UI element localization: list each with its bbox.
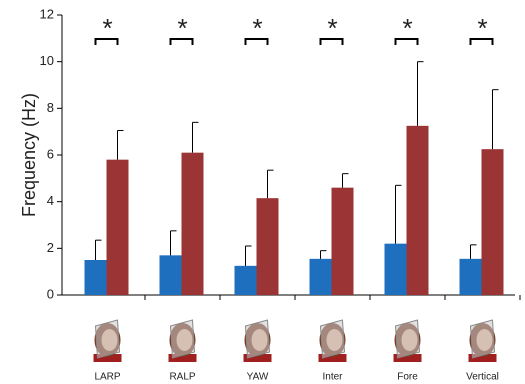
bar (257, 198, 279, 295)
rotation-plane (471, 320, 495, 358)
y-tick-label: 10 (40, 53, 54, 68)
x-tick-label: Fore (397, 372, 418, 383)
bar (182, 153, 204, 295)
significance-star: * (327, 13, 337, 43)
bar (235, 266, 257, 295)
x-tick-label: RALP (169, 372, 195, 383)
y-tick-label: 6 (47, 146, 54, 161)
rotation-plane (171, 320, 195, 358)
bar (85, 260, 107, 295)
chart: Frequency (Hz) 0 2 4 6 8 10 12 * LARP * RALP * YAW * I… (0, 0, 525, 384)
head-icon (94, 320, 122, 362)
bar (407, 126, 429, 295)
rotation-plane (246, 320, 270, 358)
head-icon (319, 320, 347, 362)
y-tick-label: 4 (47, 193, 54, 208)
x-tick-label: LARP (94, 372, 120, 383)
y-axis-label: Frequency (Hz) (19, 93, 39, 217)
x-tick-label: YAW (247, 372, 269, 383)
y-tick-label: 0 (47, 286, 54, 301)
significance-star: * (102, 13, 112, 43)
rotation-plane (96, 320, 120, 358)
bar (332, 188, 354, 295)
y-tick-label: 8 (47, 100, 54, 115)
x-tick-label: Vertical (466, 372, 499, 383)
rotation-plane (321, 320, 345, 358)
significance-star: * (177, 13, 187, 43)
bar (460, 259, 482, 295)
y-tick-label: 12 (40, 6, 54, 21)
head-icon (244, 320, 272, 362)
head-icon (469, 320, 497, 362)
significance-star: * (477, 13, 487, 43)
bar (482, 149, 504, 295)
head-icon (169, 320, 197, 362)
significance-star: * (252, 13, 262, 43)
x-tick-label: Inter (322, 372, 343, 383)
bar (160, 255, 182, 295)
rotation-plane (396, 320, 420, 358)
y-tick-label: 2 (47, 240, 54, 255)
significance-star: * (402, 13, 412, 43)
bar (310, 259, 332, 295)
bar (385, 244, 407, 295)
bar (107, 160, 129, 295)
head-icon (394, 320, 422, 362)
